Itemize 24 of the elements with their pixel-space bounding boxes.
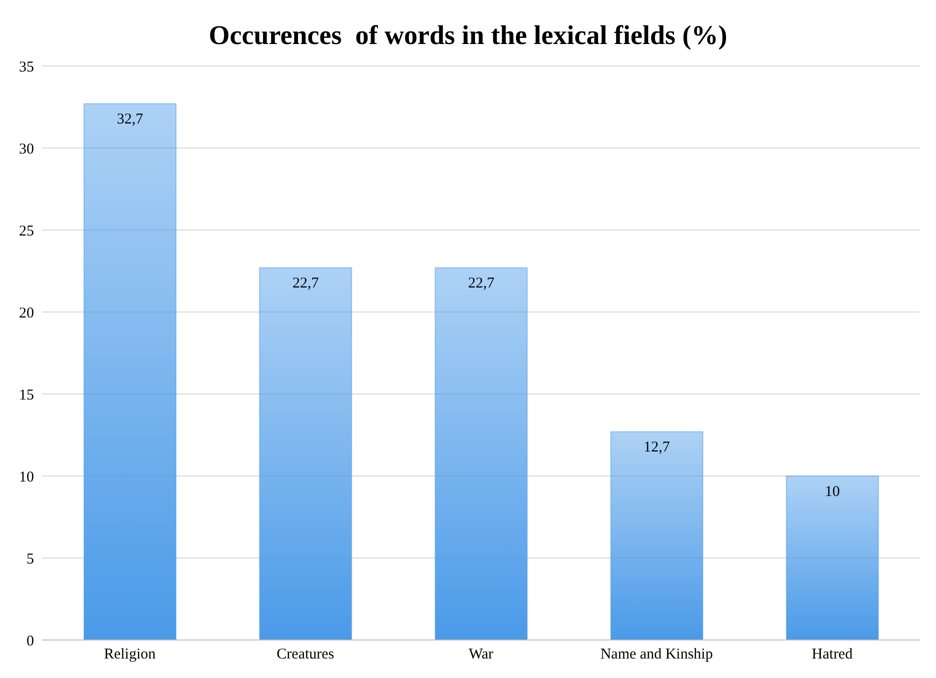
chart-title: Occurences of words in the lexical fields (%) [208, 20, 728, 51]
data-label: 12,7 [644, 440, 670, 456]
y-tick-label: 5 [26, 551, 34, 568]
bar [434, 267, 528, 640]
x-tick-label: Religion [104, 646, 156, 663]
bar [259, 267, 352, 640]
bar [786, 476, 879, 640]
data-label: 22,7 [468, 276, 495, 292]
y-tick-label: 35 [19, 59, 34, 76]
x-tick-label: Creatures [276, 646, 334, 663]
bar [84, 103, 176, 640]
x-tick-label: Hatred [812, 646, 854, 663]
data-label: 10 [824, 484, 840, 500]
data-label: 32,7 [116, 112, 144, 128]
y-tick-label: 10 [19, 469, 34, 486]
bar [610, 431, 704, 640]
x-tick-label: War [468, 646, 494, 663]
y-tick-label: 30 [19, 141, 34, 158]
y-tick-label: 25 [19, 223, 34, 240]
y-tick-label: 0 [26, 633, 34, 650]
y-tick-label: 20 [19, 305, 34, 322]
x-tick-label: Name and Kinship [600, 646, 713, 663]
y-tick-label: 15 [19, 387, 34, 404]
data-label: 22,7 [292, 276, 320, 292]
